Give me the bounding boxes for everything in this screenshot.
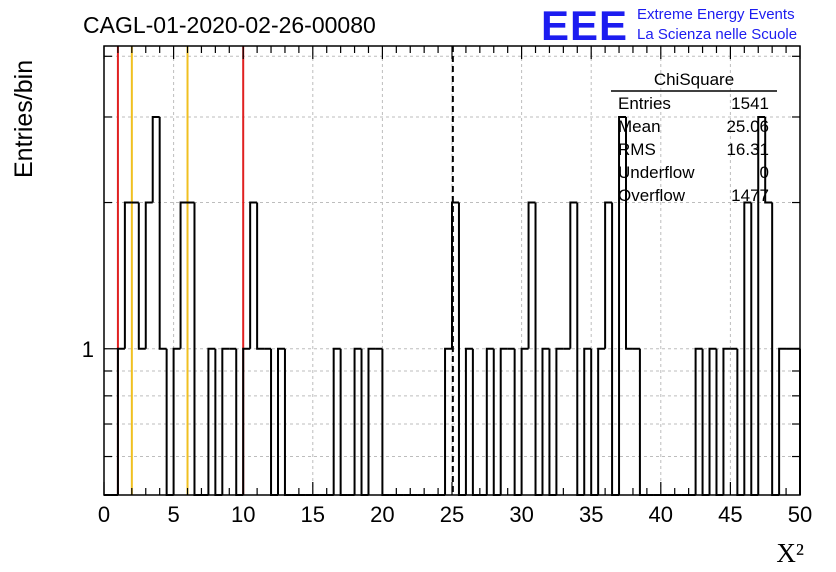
stats-label: Overflow — [618, 186, 686, 205]
histogram-bin — [583, 347, 592, 495]
histogram-bin — [597, 347, 606, 495]
histogram-bin — [158, 116, 167, 350]
x-tick-label: 30 — [509, 502, 533, 527]
stats-value: 25.06 — [726, 117, 769, 136]
histogram-bin — [778, 347, 787, 495]
histogram-bin — [520, 347, 529, 495]
histogram-bin — [604, 201, 613, 349]
histogram-bin — [541, 347, 550, 495]
axis-ticks — [103, 46, 801, 495]
histogram-bin — [353, 347, 362, 495]
histogram-bin — [743, 201, 752, 495]
histogram-bin — [464, 347, 473, 495]
histogram-bin — [527, 201, 536, 349]
x-tick-label: 25 — [440, 502, 464, 527]
histogram-bin — [221, 347, 230, 495]
stats-value: 0 — [760, 163, 769, 182]
histogram-bin — [499, 347, 508, 495]
histogram-bin — [569, 201, 578, 349]
y-axis-label: Entries/bin — [10, 60, 38, 178]
stats-label: RMS — [618, 140, 656, 159]
histogram-bin — [367, 347, 376, 495]
histogram-bin — [625, 116, 633, 350]
x-tick-label: 15 — [301, 502, 325, 527]
x-tick-label: 20 — [370, 502, 394, 527]
histogram-bin — [207, 347, 216, 495]
stats-title: ChiSquare — [654, 70, 734, 89]
chart-title: CAGL-01-2020-02-26-00080 — [83, 12, 376, 38]
logo-line-2: La Scienza nelle Scuole — [637, 26, 797, 43]
stats-rows: Entries 1541 Mean 25.06 RMS 16.31 Underflow 0 Ov… — [618, 94, 769, 205]
x-tick-label: 10 — [231, 502, 255, 527]
logo-line-1: Extreme Energy Events — [637, 6, 795, 23]
tick-labels: 0 5 10 15 20 25 30 35 40 45 50 1 — [82, 337, 812, 527]
x-axis-label: X² — [776, 538, 804, 568]
histogram-bin — [332, 347, 341, 495]
histogram-bin — [137, 202, 146, 350]
histogram-bin — [722, 347, 731, 495]
stats-label: Mean — [618, 117, 661, 136]
histogram-bin — [444, 347, 452, 495]
histogram-bin — [256, 202, 265, 350]
histogram-bin — [179, 201, 188, 349]
histogram-bin — [485, 347, 494, 495]
histogram-bin — [757, 115, 766, 495]
histogram-bin — [277, 347, 285, 495]
histogram-bin — [144, 201, 153, 349]
histogram-bin — [618, 115, 626, 495]
stats-value: 1541 — [731, 94, 769, 113]
histogram-bin — [451, 201, 459, 349]
x-tick-label: 50 — [788, 502, 812, 527]
histogram-bin — [172, 347, 181, 495]
histogram-bin — [123, 201, 132, 349]
histogram-bin — [555, 347, 564, 495]
histogram-bin — [151, 115, 160, 203]
histogram-bin — [694, 347, 703, 495]
stats-label: Underflow — [618, 163, 695, 182]
x-tick-label: 45 — [718, 502, 742, 527]
histogram-bin — [708, 347, 717, 495]
x-tick-label: 0 — [98, 502, 110, 527]
stats-value: 16.31 — [726, 140, 769, 159]
histogram-bin — [249, 201, 258, 349]
eee-logo-mark: EEE — [541, 2, 628, 49]
histogram-bin — [242, 347, 251, 495]
stats-label: Entries — [618, 94, 671, 113]
x-tick-label: 35 — [579, 502, 603, 527]
stats-value: 1477 — [731, 186, 769, 205]
eee-logo: EEE Extreme Energy Events La Scienza nel… — [541, 2, 797, 49]
stats-box: ChiSquare Entries 1541 Mean 25.06 RMS 16.31 Un… — [611, 70, 777, 205]
x-tick-label: 40 — [649, 502, 673, 527]
y-tick-label: 1 — [82, 337, 94, 362]
histogram-bin — [764, 116, 773, 204]
x-tick-label: 5 — [167, 502, 179, 527]
